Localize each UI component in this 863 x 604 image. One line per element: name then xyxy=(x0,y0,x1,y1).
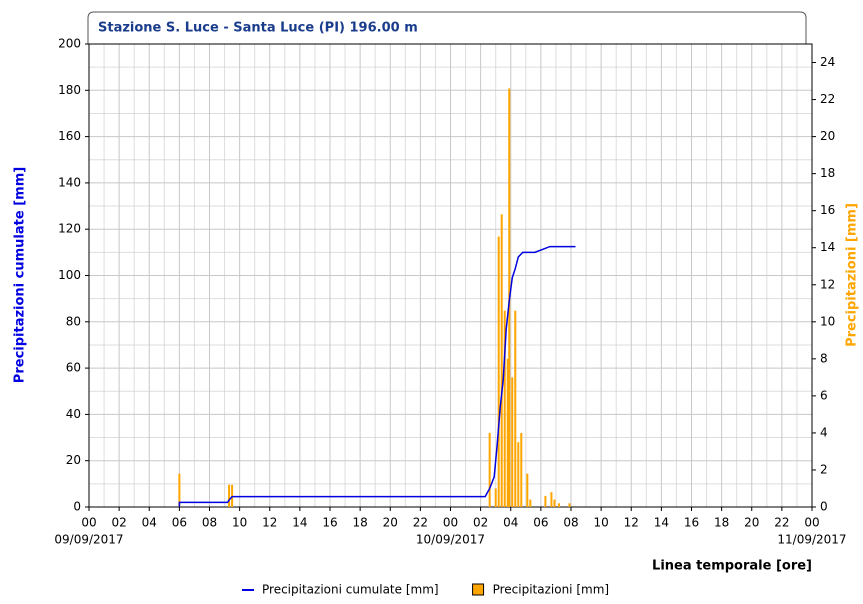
y2-tick-label: 20 xyxy=(820,129,835,143)
date-label: 09/09/2017 xyxy=(54,533,123,547)
x-tick-label: 16 xyxy=(322,516,337,530)
y-tick-label: 60 xyxy=(66,361,81,375)
x-tick-label: 16 xyxy=(684,516,699,530)
y2-tick-label: 14 xyxy=(820,240,835,254)
y-tick-label: 0 xyxy=(73,500,81,514)
x-tick-label: 08 xyxy=(202,516,217,530)
x-tick-label: 14 xyxy=(292,516,307,530)
bar xyxy=(550,492,553,507)
bar xyxy=(497,236,500,507)
date-label: 10/09/2017 xyxy=(416,533,485,547)
bar xyxy=(544,495,547,507)
x-tick-label: 00 xyxy=(804,516,819,530)
x-tick-label: 00 xyxy=(443,516,458,530)
y-tick-label: 40 xyxy=(66,407,81,421)
y2-tick-label: 6 xyxy=(820,388,828,402)
bar xyxy=(503,310,506,507)
legend-swatch xyxy=(472,583,485,596)
x-tick-label: 18 xyxy=(714,516,729,530)
y-tick-label: 160 xyxy=(58,129,81,143)
y2-tick-label: 22 xyxy=(820,92,835,106)
chart-title: Stazione S. Luce - Santa Luce (PI) 196.0… xyxy=(98,21,418,36)
x-tick-label: 02 xyxy=(111,516,126,530)
y2-tick-label: 8 xyxy=(820,351,828,365)
y2-tick-label: 12 xyxy=(820,277,835,291)
y2-tick-label: 4 xyxy=(820,425,828,439)
date-label: 11/09/2017 xyxy=(777,533,846,547)
legend-label: Precipitazioni cumulate [mm] xyxy=(262,583,439,597)
y-tick-label: 20 xyxy=(66,453,81,467)
x-tick-label: 12 xyxy=(624,516,639,530)
x-tick-label: 02 xyxy=(473,516,488,530)
y-tick-label: 120 xyxy=(58,222,81,236)
y2-tick-label: 18 xyxy=(820,166,835,180)
y2-tick-label: 16 xyxy=(820,203,835,217)
x-tick-label: 12 xyxy=(262,516,277,530)
plot-frame xyxy=(88,43,813,508)
y2-tick-label: 24 xyxy=(820,55,835,69)
bar xyxy=(520,432,523,507)
x-tick-label: 22 xyxy=(774,516,789,530)
x-tick-label: 14 xyxy=(654,516,669,530)
x-tick-label: 06 xyxy=(533,516,548,530)
bar xyxy=(494,488,497,507)
legend-label: Precipitazioni [mm] xyxy=(493,583,610,597)
x-tick-label: 10 xyxy=(593,516,608,530)
line xyxy=(178,245,576,507)
y2-axis-label: Precipitazioni [mm] xyxy=(845,203,860,347)
y2-tick-label: 2 xyxy=(820,462,828,476)
bar xyxy=(553,499,556,507)
x-tick-label: 20 xyxy=(383,516,398,530)
x-tick-label: 04 xyxy=(503,516,518,530)
bar xyxy=(529,499,532,507)
bar xyxy=(178,473,181,507)
bar xyxy=(514,310,517,507)
x-tick-label: 20 xyxy=(744,516,759,530)
title-tab xyxy=(87,11,807,44)
bar xyxy=(228,484,231,507)
y-tick-label: 80 xyxy=(66,314,81,328)
x-tick-label: 10 xyxy=(232,516,247,530)
y-tick-label: 180 xyxy=(58,83,81,97)
y2-tick-label: 0 xyxy=(820,500,828,514)
y2-tick-label: 10 xyxy=(820,314,835,328)
bar xyxy=(506,358,509,507)
bar xyxy=(568,503,571,507)
y-tick-label: 100 xyxy=(58,268,81,282)
y-tick-label: 140 xyxy=(58,175,81,189)
x-tick-label: 04 xyxy=(142,516,157,530)
bar xyxy=(557,503,560,507)
bar xyxy=(517,442,520,507)
x-tick-label: 22 xyxy=(413,516,428,530)
bar xyxy=(511,377,514,507)
bar xyxy=(526,473,529,507)
y-tick-label: 200 xyxy=(58,37,81,51)
y-axis-label: Precipitazioni cumulate [mm] xyxy=(13,167,28,383)
bar xyxy=(488,432,491,507)
bar xyxy=(500,214,503,507)
x-tick-label: 06 xyxy=(172,516,187,530)
x-axis-label: Linea temporale [ore] xyxy=(652,559,812,574)
x-tick-label: 18 xyxy=(352,516,367,530)
x-tick-label: 00 xyxy=(81,516,96,530)
x-tick-label: 08 xyxy=(563,516,578,530)
